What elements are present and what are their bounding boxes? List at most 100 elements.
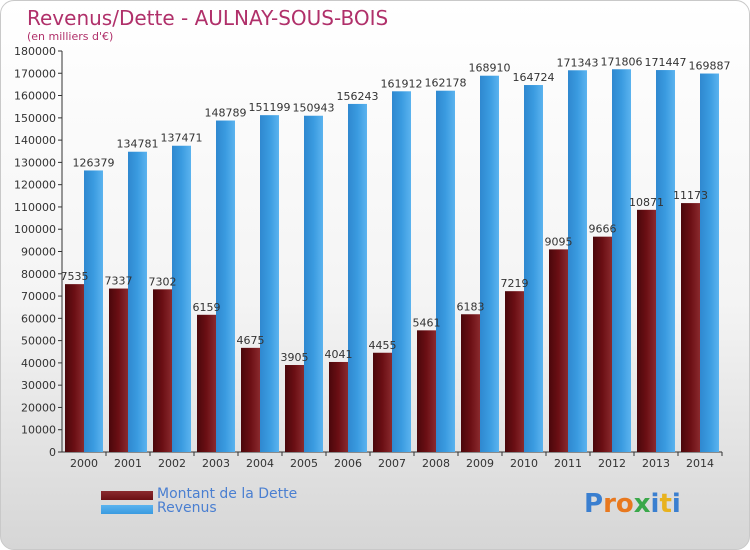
x-tick-label: 2014 [686, 457, 714, 470]
revenue-value-label: 168910 [469, 62, 511, 75]
revenue-value-label: 169887 [689, 60, 731, 73]
y-tick-label: 100000 [14, 223, 56, 236]
revenue-bar [392, 91, 411, 452]
revenue-bar [480, 75, 499, 452]
y-tick-label: 30000 [21, 379, 56, 392]
debt-bar [241, 347, 260, 452]
debt-value-label: 9095 [545, 235, 573, 248]
revenue-bar [84, 170, 103, 452]
x-tick-label: 2007 [378, 457, 406, 470]
y-tick-label: 180000 [14, 45, 56, 58]
revenue-value-label: 150943 [293, 102, 335, 115]
revenue-bar [304, 115, 323, 452]
legend-label-debt: Montant de la Dette [157, 486, 298, 502]
revenue-bar [436, 90, 455, 452]
proxiti-logo: Proxiti [584, 489, 681, 519]
legend-label-revenue: Revenus [157, 500, 217, 516]
debt-bar [461, 314, 480, 452]
x-tick-label: 2011 [554, 457, 582, 470]
revenue-bar [656, 70, 675, 452]
debt-value-label: 7535 [61, 270, 89, 283]
revenue-value-label: 126379 [73, 156, 115, 169]
revenue-bar [216, 120, 235, 452]
chart-title: Revenus/Dette - AULNAY-SOUS-BOIS [27, 6, 389, 30]
revenue-bar [568, 70, 587, 452]
revenue-value-label: 137471 [161, 132, 203, 145]
revenue-bar [260, 115, 279, 452]
revenue-value-label: 156243 [337, 90, 379, 103]
debt-value-label: 7337 [105, 275, 133, 288]
debt-value-label: 10871 [629, 196, 664, 209]
y-tick-label: 20000 [21, 401, 56, 414]
y-tick-label: 0 [49, 446, 56, 459]
debt-value-label: 7219 [501, 277, 529, 290]
y-tick-label: 150000 [14, 112, 56, 125]
revenue-value-label: 164724 [513, 71, 555, 84]
y-tick-label: 170000 [14, 67, 56, 80]
debt-bar [505, 291, 524, 452]
revenue-bar [172, 145, 191, 452]
revenue-value-label: 151199 [249, 101, 291, 114]
revenue-bar [700, 73, 719, 453]
debt-value-label: 6159 [193, 301, 221, 314]
debt-value-label: 3905 [281, 351, 309, 364]
x-tick-label: 2009 [466, 457, 494, 470]
x-tick-label: 2001 [114, 457, 142, 470]
revenue-bar [348, 103, 367, 452]
revenue-value-label: 134781 [117, 138, 159, 151]
debt-value-label: 4675 [237, 334, 265, 347]
x-tick-label: 2010 [510, 457, 538, 470]
y-tick-label: 160000 [14, 90, 56, 103]
debt-value-label: 6183 [457, 300, 485, 313]
y-tick-label: 90000 [21, 246, 56, 259]
y-tick-label: 140000 [14, 134, 56, 147]
debt-value-label: 7302 [149, 275, 177, 288]
debt-bar [109, 288, 128, 452]
debt-bar [549, 249, 568, 452]
revenue-value-label: 148789 [205, 107, 247, 120]
debt-value-label: 4041 [325, 348, 353, 361]
revenue-bar [128, 151, 147, 452]
revenue-value-label: 162178 [425, 77, 467, 90]
debt-bar [593, 236, 612, 452]
debt-bar [329, 361, 348, 452]
x-tick-label: 2008 [422, 457, 450, 470]
debt-value-label: 4455 [369, 339, 397, 352]
x-tick-label: 2005 [290, 457, 318, 470]
x-tick-label: 2002 [158, 457, 186, 470]
revenue-value-label: 171343 [557, 56, 599, 69]
debt-bar [681, 203, 700, 452]
revenue-value-label: 171447 [645, 56, 687, 69]
revenue-value-label: 171806 [601, 55, 643, 68]
legend-swatch-revenue [101, 505, 153, 514]
debt-bar [373, 352, 392, 452]
y-tick-label: 40000 [21, 357, 56, 370]
x-tick-label: 2012 [598, 457, 626, 470]
debt-value-label: 9666 [589, 223, 617, 236]
debt-bar [417, 330, 436, 452]
x-tick-label: 2000 [70, 457, 98, 470]
revenue-bar [612, 69, 631, 453]
y-tick-label: 70000 [21, 290, 56, 303]
y-tick-label: 60000 [21, 312, 56, 325]
x-tick-label: 2006 [334, 457, 362, 470]
debt-value-label: 5461 [413, 316, 441, 329]
debt-bar [153, 289, 172, 452]
legend-swatch-debt [101, 491, 153, 500]
y-tick-label: 110000 [14, 201, 56, 214]
y-tick-label: 10000 [21, 424, 56, 437]
debt-bar [197, 314, 216, 452]
y-tick-label: 120000 [14, 179, 56, 192]
x-tick-label: 2003 [202, 457, 230, 470]
y-tick-label: 130000 [14, 156, 56, 169]
revenue-value-label: 161912 [381, 77, 423, 90]
debt-bar [637, 209, 656, 452]
x-tick-label: 2013 [642, 457, 670, 470]
chart-subtitle: (en milliers d'€) [27, 30, 114, 43]
y-tick-label: 50000 [21, 335, 56, 348]
debt-bar [285, 365, 304, 452]
y-tick-label: 80000 [21, 268, 56, 281]
debt-value-label: 11173 [673, 189, 708, 202]
